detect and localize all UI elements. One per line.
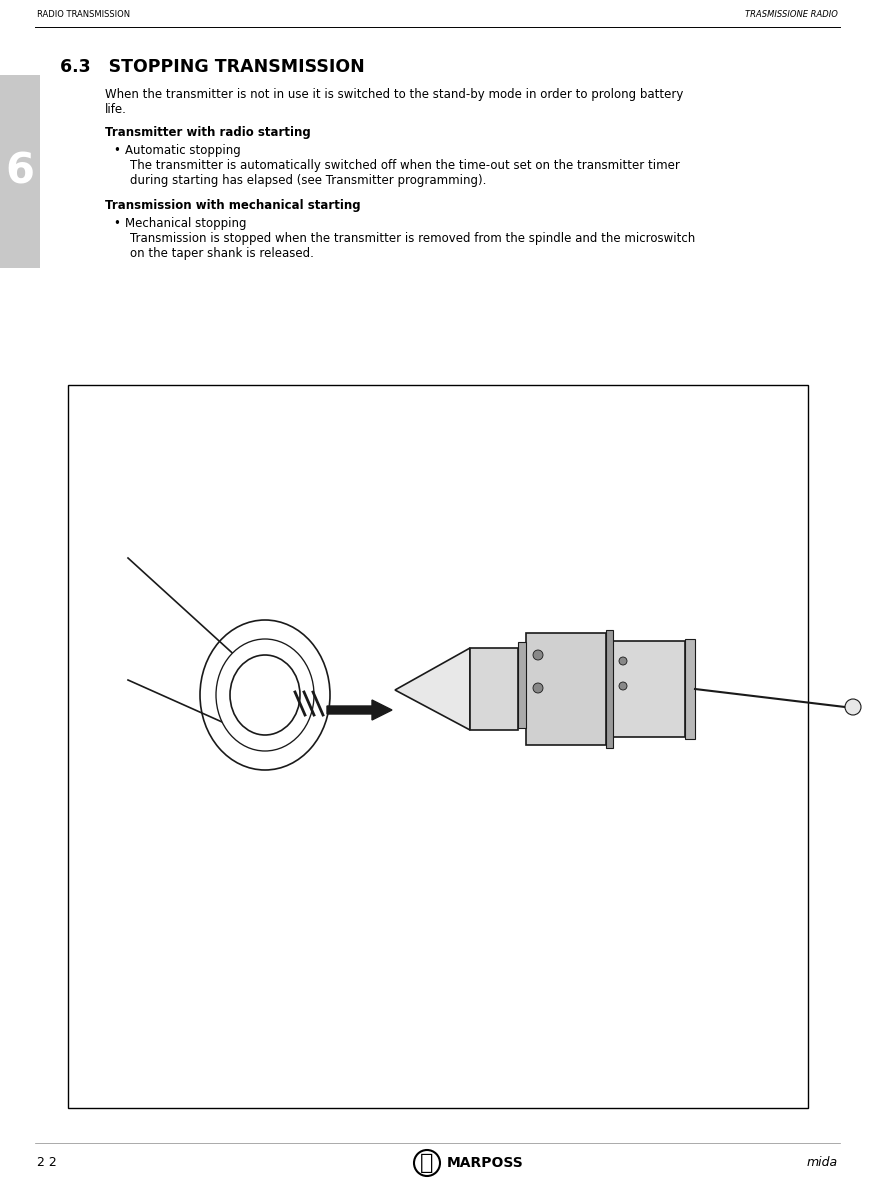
FancyArrow shape	[327, 700, 392, 720]
Text: Automatic stopping: Automatic stopping	[125, 144, 240, 157]
Bar	[526, 633, 606, 745]
Text: 6.3   STOPPING TRANSMISSION: 6.3 STOPPING TRANSMISSION	[60, 58, 364, 76]
Text: TRASMISSIONE RADIO: TRASMISSIONE RADIO	[746, 9, 838, 19]
Ellipse shape	[533, 650, 543, 660]
Bar	[518, 642, 526, 727]
Text: •: •	[113, 217, 120, 230]
Text: 2 2: 2 2	[37, 1156, 57, 1169]
Text: MARPOSS: MARPOSS	[447, 1156, 524, 1170]
Text: RADIO TRANSMISSION: RADIO TRANSMISSION	[37, 9, 130, 19]
Circle shape	[414, 1150, 440, 1176]
Text: Transmitter with radio starting: Transmitter with radio starting	[105, 126, 311, 139]
Text: When the transmitter is not in use it is switched to the stand-by mode in order : When the transmitter is not in use it is…	[105, 89, 683, 102]
Text: mida: mida	[807, 1156, 838, 1169]
Text: 6: 6	[5, 151, 34, 193]
Bar	[470, 648, 518, 730]
Text: Transmission with mechanical starting: Transmission with mechanical starting	[105, 200, 361, 213]
Ellipse shape	[619, 681, 627, 690]
Text: Ⓜ: Ⓜ	[420, 1153, 434, 1173]
Text: •: •	[113, 144, 120, 157]
Polygon shape	[395, 648, 470, 730]
Ellipse shape	[200, 620, 330, 770]
Ellipse shape	[533, 683, 543, 693]
Bar	[0, 76, 40, 268]
Text: Transmission is stopped when the transmitter is removed from the spindle and the: Transmission is stopped when the transmi…	[130, 231, 695, 244]
Ellipse shape	[619, 657, 627, 665]
Bar	[613, 641, 685, 737]
Bar	[606, 629, 613, 748]
Text: during starting has elapsed (see Transmitter programming).: during starting has elapsed (see Transmi…	[130, 174, 486, 187]
Ellipse shape	[216, 639, 314, 751]
Bar	[68, 385, 808, 1108]
Text: on the taper shank is released.: on the taper shank is released.	[130, 247, 314, 260]
Text: Mechanical stopping: Mechanical stopping	[125, 217, 246, 230]
Text: life.: life.	[105, 103, 127, 116]
Circle shape	[845, 699, 861, 715]
Ellipse shape	[230, 655, 300, 735]
Bar	[685, 639, 695, 739]
Text: The transmitter is automatically switched off when the time-out set on the trans: The transmitter is automatically switche…	[130, 159, 680, 172]
